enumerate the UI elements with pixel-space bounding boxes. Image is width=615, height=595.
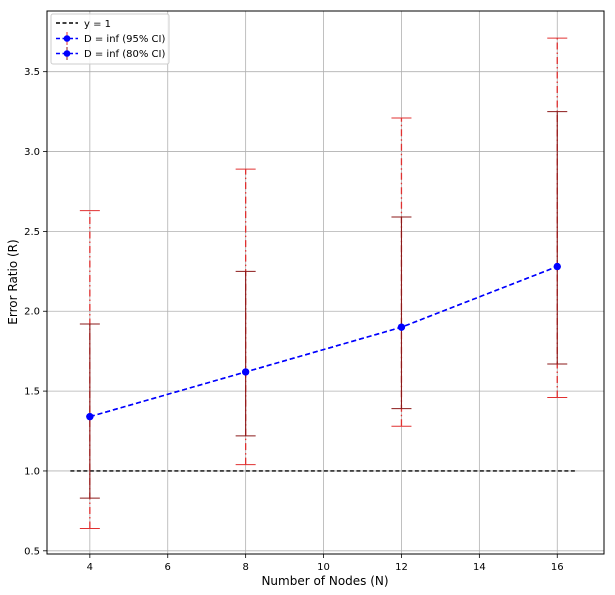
x-tick-label: 14 [473,562,486,573]
legend: y = 1 D = inf (95% CI) D = inf (80% CI) [50,13,170,65]
legend-handle-ci95-marker [63,35,71,42]
y-tick-label: 2.5 [24,227,40,238]
legend-box [50,13,170,65]
data-point [242,368,250,376]
x-tick-label: 8 [242,562,248,573]
x-axis-ticks: 4 6 8 10 12 14 16 [87,554,564,573]
legend-label-ci95: D = inf (95% CI) [84,34,165,45]
y-axis-label: Error Ratio (R) [6,239,20,324]
y-tick-label: 2.0 [24,307,40,318]
x-axis-label: Number of Nodes (N) [261,574,388,588]
legend-handle-ci80-marker [63,50,71,57]
data-point [86,413,94,421]
x-tick-label: 16 [551,562,564,573]
legend-label-ci80: D = inf (80% CI) [84,49,165,60]
x-tick-label: 10 [317,562,330,573]
series-lines [89,265,558,418]
error-bars [79,37,568,529]
plot-area [47,11,604,554]
y-tick-label: 0.5 [24,546,40,557]
y-tick-label: 3.0 [24,147,40,158]
x-tick-label: 6 [165,562,171,573]
data-point [397,323,406,331]
series-line-ci80 [89,265,558,418]
y-tick-label: 3.5 [24,67,40,78]
legend-label-reference: y = 1 [84,19,111,30]
y-axis-ticks: 0.5 1.0 1.5 2.0 2.5 3.0 3.5 [24,67,47,557]
x-tick-label: 12 [395,562,408,573]
data-point [553,262,561,271]
x-tick-label: 4 [87,562,93,573]
plot-frame [46,10,605,555]
y-tick-label: 1.5 [24,387,40,398]
y-tick-label: 1.0 [24,466,40,477]
series-markers [86,262,561,421]
